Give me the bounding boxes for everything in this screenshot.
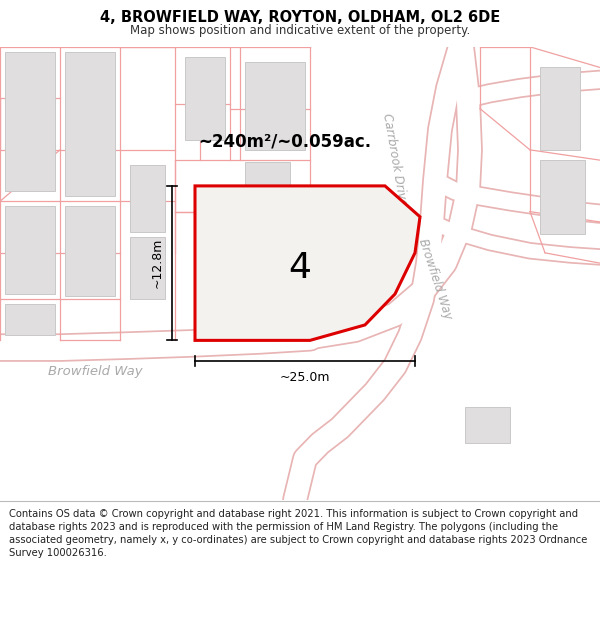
Polygon shape — [540, 68, 580, 150]
Text: Browfield Way: Browfield Way — [416, 237, 454, 321]
Polygon shape — [130, 238, 165, 299]
Polygon shape — [245, 62, 305, 150]
Text: ~240m²/~0.059ac.: ~240m²/~0.059ac. — [199, 132, 371, 151]
Polygon shape — [245, 162, 290, 201]
Text: ~25.0m: ~25.0m — [280, 371, 330, 384]
Text: 4: 4 — [289, 251, 311, 285]
Text: Carrbrook Drive: Carrbrook Drive — [380, 112, 410, 208]
Polygon shape — [185, 57, 225, 139]
Polygon shape — [130, 165, 165, 232]
Text: Browfield Way: Browfield Way — [47, 365, 142, 378]
Polygon shape — [5, 304, 55, 335]
Text: ~12.8m: ~12.8m — [151, 238, 164, 288]
Polygon shape — [540, 160, 585, 234]
Polygon shape — [5, 52, 55, 191]
Text: Map shows position and indicative extent of the property.: Map shows position and indicative extent… — [130, 24, 470, 36]
Polygon shape — [465, 408, 510, 443]
Text: Contains OS data © Crown copyright and database right 2021. This information is : Contains OS data © Crown copyright and d… — [9, 509, 587, 558]
Polygon shape — [195, 186, 420, 341]
Polygon shape — [5, 206, 55, 294]
Polygon shape — [235, 201, 330, 279]
Text: 4, BROWFIELD WAY, ROYTON, OLDHAM, OL2 6DE: 4, BROWFIELD WAY, ROYTON, OLDHAM, OL2 6D… — [100, 10, 500, 25]
Polygon shape — [65, 206, 115, 296]
Polygon shape — [65, 52, 115, 196]
